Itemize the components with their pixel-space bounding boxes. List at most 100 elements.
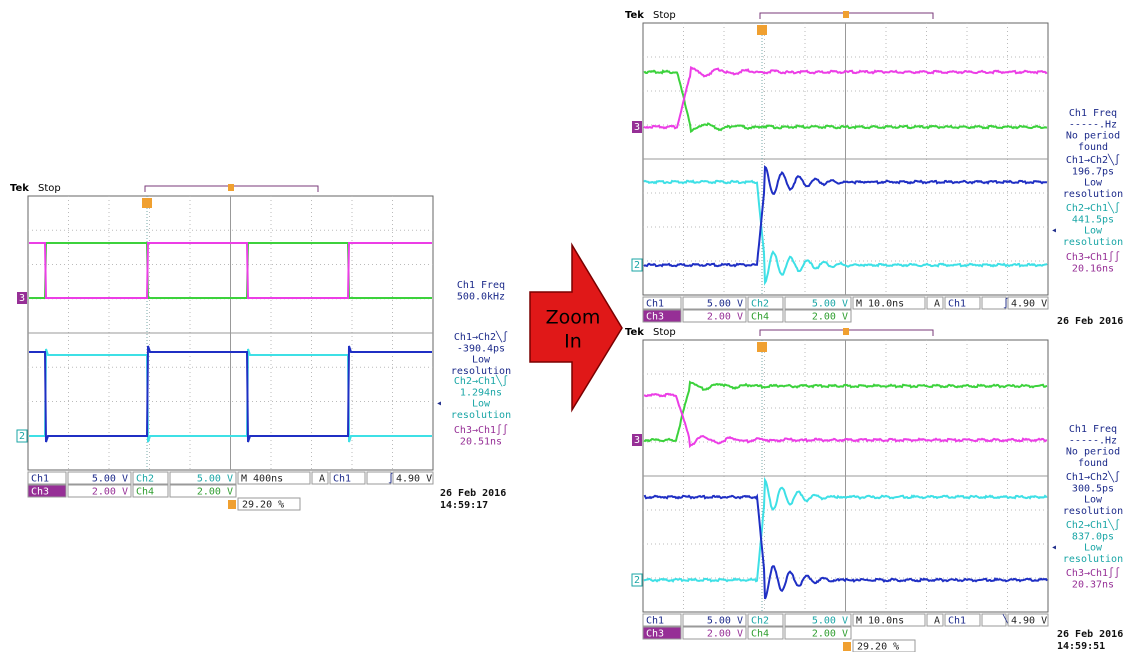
- readout-text: 2.00 V: [812, 312, 848, 323]
- measurement: No period: [1066, 131, 1120, 142]
- trigger-icon: [843, 642, 851, 651]
- measurement: No period: [1066, 447, 1120, 458]
- readout-text: 2.00 V: [812, 629, 848, 640]
- measurement: Ch2→Ch1╲∫: [1066, 201, 1120, 214]
- trigger-position: 29.20 %: [857, 642, 899, 652]
- measurement: Ch1 Freq: [1069, 424, 1117, 435]
- measurement: 20.37ns: [1072, 579, 1114, 590]
- readout-text: M 10.0ns: [856, 616, 904, 627]
- channel-marker-label: 3: [634, 122, 640, 133]
- measurement: Low: [1084, 178, 1103, 189]
- record-marker: [843, 11, 849, 18]
- brand: Tek: [625, 10, 644, 21]
- page: Zoom In Tek Stop 3 2 Ch1 5.00 V Ch2 5.00 V M 400…: [0, 0, 1140, 652]
- trigger-position: 29.20 %: [242, 500, 284, 511]
- measurement: Ch1→Ch2╲∫: [454, 330, 508, 343]
- measurement: Ch3→Ch1∫∫: [454, 424, 508, 436]
- measurement: Ch1 Freq: [457, 280, 505, 291]
- readout-text: 5.00 V: [812, 299, 848, 310]
- readout-text: 5.00 V: [812, 616, 848, 627]
- readout-text: 2.00 V: [197, 487, 233, 498]
- measurement: resolution: [1063, 189, 1123, 200]
- trigger-marker: [757, 25, 767, 35]
- measurement: 500.0kHz: [457, 291, 505, 302]
- measurement: Ch2→Ch1╲∫: [1066, 518, 1120, 531]
- readout-text: Ch3: [646, 629, 664, 640]
- readout-text: M 10.0ns: [856, 299, 904, 310]
- time: 14:59:17: [440, 500, 488, 511]
- measurement: Low: [1084, 543, 1103, 554]
- readout-text: 2.00 V: [707, 629, 743, 640]
- readout-text: 5.00 V: [707, 616, 743, 627]
- measurement: resolution: [1063, 554, 1123, 565]
- readout-text: Ch2: [751, 616, 769, 627]
- readout-text: Ch1: [948, 616, 966, 627]
- readout-text: Ch1: [646, 616, 664, 627]
- measurement: found: [1078, 458, 1108, 469]
- measurement: resolution: [1063, 506, 1123, 517]
- readout-text: 5.00 V: [197, 474, 233, 485]
- time: 14:59:51: [1057, 641, 1105, 652]
- measurement: 20.16ns: [1072, 263, 1114, 274]
- readout-text: 2.00 V: [92, 487, 128, 498]
- measurement: Low: [1084, 226, 1103, 237]
- ch1-level-arrow: ◂: [1051, 225, 1057, 236]
- status: Stop: [653, 327, 676, 338]
- measurement: Ch3→Ch1∫∫: [1066, 567, 1120, 579]
- readout-text: Ch4: [136, 487, 154, 498]
- date: 26 Feb 2016: [440, 488, 506, 499]
- measurement: Ch1 Freq: [1069, 108, 1117, 119]
- readout-text: Ch4: [751, 312, 769, 323]
- readout-text: M 400ns: [241, 474, 283, 485]
- date: 26 Feb 2016: [1057, 316, 1123, 327]
- readout-text: Ch1: [333, 474, 351, 485]
- readout-text: 4.90 V: [1011, 299, 1047, 310]
- measurement: -390.4ps: [457, 343, 505, 354]
- readout-text: Ch3: [31, 487, 49, 498]
- trigger-marker: [757, 342, 767, 352]
- trigger-icon: [228, 500, 236, 509]
- channel-marker-label: 3: [19, 293, 25, 304]
- measurement: Ch1→Ch2╲∫: [1066, 153, 1120, 166]
- measurement: 196.7ps: [1072, 166, 1114, 177]
- brand: Tek: [10, 183, 29, 194]
- measurement: Low: [472, 355, 491, 366]
- measurement: Low: [1084, 495, 1103, 506]
- figure: Zoom In Tek Stop 3 2 Ch1 5.00 V Ch2 5.00 V M 400…: [0, 0, 1140, 652]
- arrow-label: In: [564, 331, 582, 353]
- readout-text: Ch4: [751, 629, 769, 640]
- record-marker: [228, 184, 234, 191]
- channel-marker-label: 3: [634, 435, 640, 446]
- readout-text: 5.00 V: [707, 299, 743, 310]
- measurement: Low: [472, 399, 491, 410]
- status: Stop: [38, 183, 61, 194]
- measurement: 837.0ps: [1072, 531, 1114, 542]
- measurement: found: [1078, 142, 1108, 153]
- channel-marker-label: 2: [634, 260, 640, 271]
- measurement: 1.294ns: [460, 387, 502, 398]
- trigger-marker: [142, 198, 152, 208]
- channel-marker-label: 2: [19, 431, 25, 442]
- readout-text: Ch1: [948, 299, 966, 310]
- readout-text: Ch1: [31, 474, 49, 485]
- readout-text: Ch3: [646, 312, 664, 323]
- measurement: resolution: [1063, 237, 1123, 248]
- readout-text: A: [934, 616, 940, 627]
- ch1-level-arrow: ◂: [436, 398, 442, 409]
- measurement: 441.5ps: [1072, 214, 1114, 225]
- measurement: -----.Hz: [1069, 435, 1117, 446]
- readout-text: A: [319, 474, 325, 485]
- readout-text: 5.00 V: [92, 474, 128, 485]
- readout-text: 2.00 V: [707, 312, 743, 323]
- date: 26 Feb 2016: [1057, 629, 1123, 640]
- readout-text: A: [934, 299, 940, 310]
- channel-marker-label: 2: [634, 575, 640, 586]
- measurement: -----.Hz: [1069, 119, 1117, 130]
- brand: Tek: [625, 327, 644, 338]
- readout-text: Ch2: [136, 474, 154, 485]
- ch1-level-arrow: ◂: [1051, 542, 1057, 553]
- measurement: Ch2→Ch1╲∫: [454, 374, 508, 387]
- arrow-label: Zoom: [546, 307, 601, 329]
- readout-text: 4.90 V: [396, 474, 432, 485]
- measurement: resolution: [451, 410, 511, 421]
